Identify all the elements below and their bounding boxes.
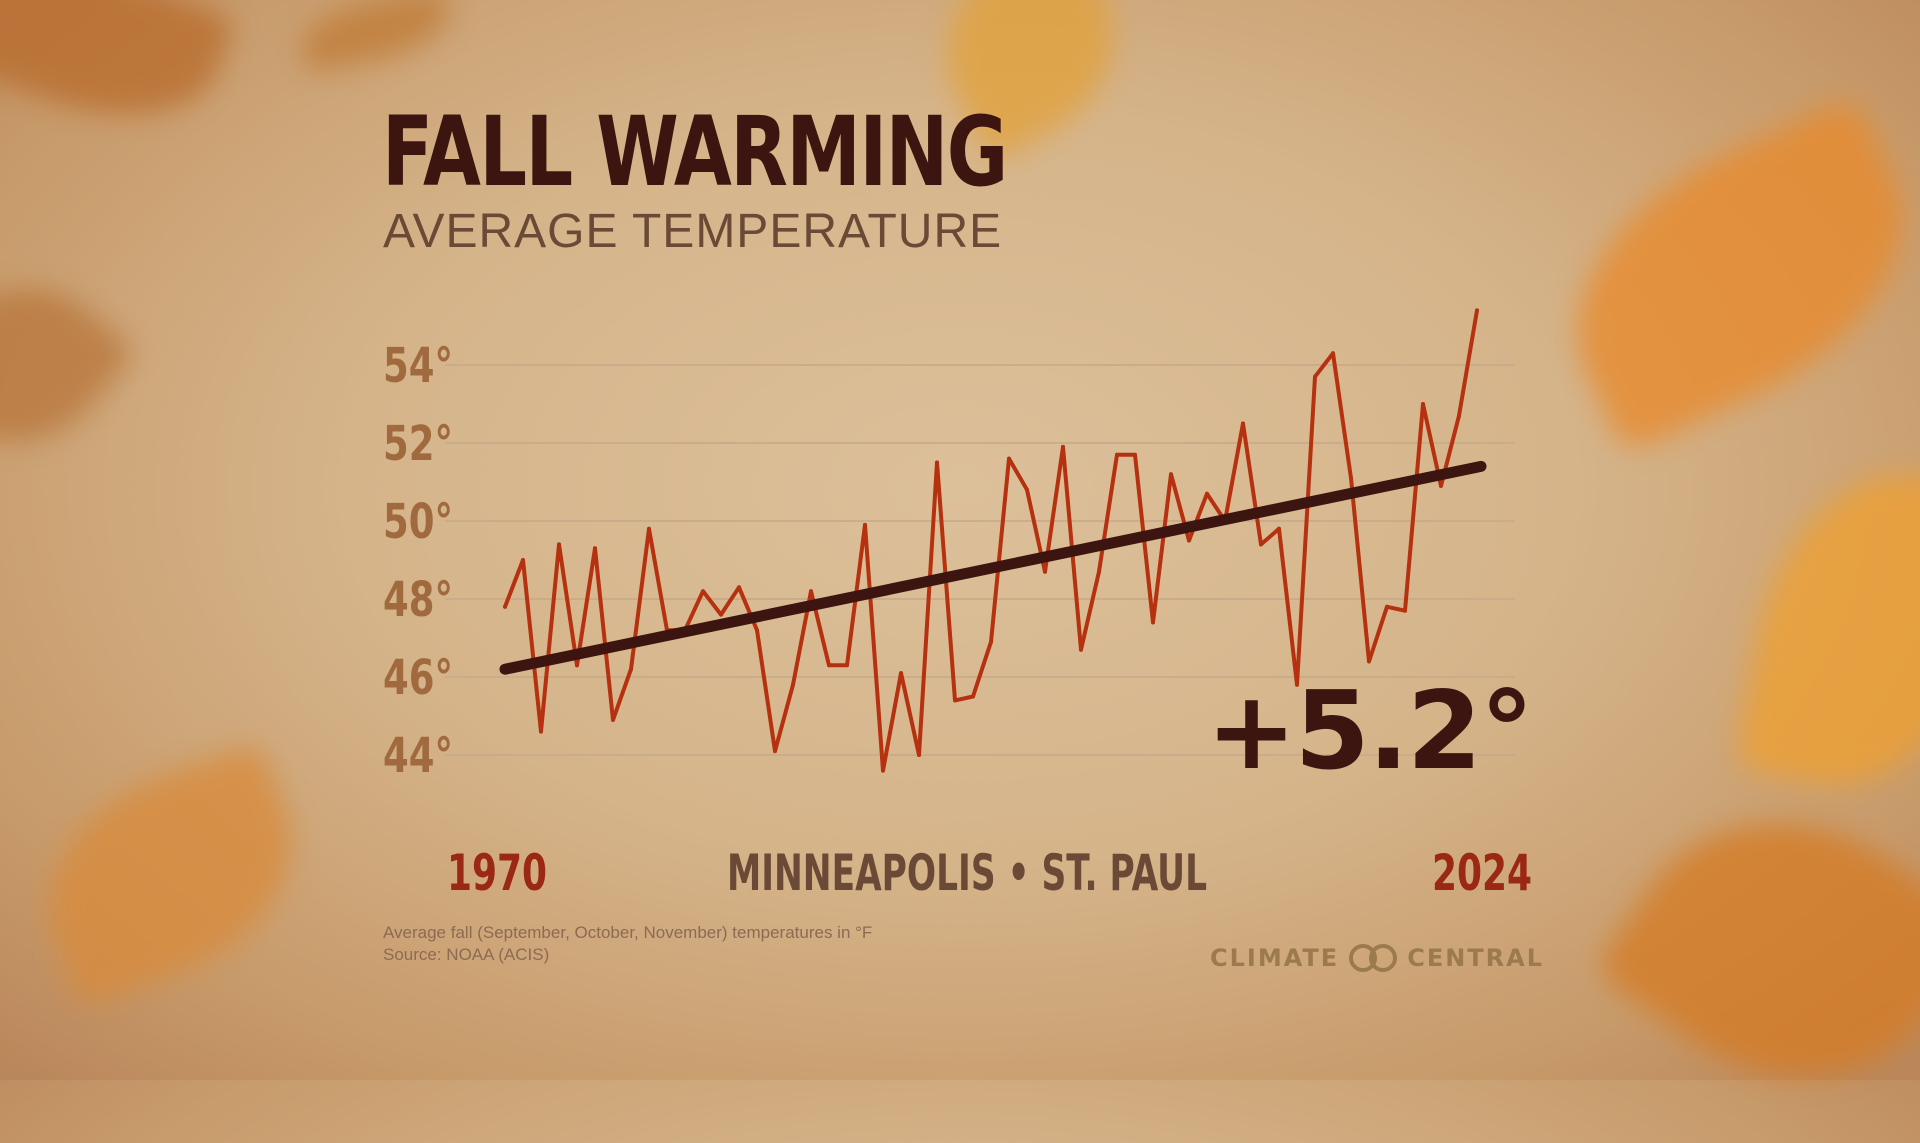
data-point	[1205, 491, 1209, 496]
location-label: MINNEAPOLIS • ST. PAUL	[727, 844, 1207, 902]
data-point	[773, 749, 777, 754]
y-axis-ticks: 44° 46° 48° 50° 52° 54°	[383, 338, 453, 784]
trend-line	[499, 460, 1487, 675]
data-point	[701, 589, 705, 594]
climate-central-logo: CLIMATE CENTRAL	[1210, 944, 1544, 972]
data-point	[791, 682, 795, 687]
data-point	[1187, 538, 1191, 543]
data-point	[647, 526, 651, 531]
data-point	[1133, 452, 1137, 457]
data-point	[1421, 402, 1425, 406]
logo-text-right: CENTRAL	[1407, 944, 1545, 972]
data-point	[953, 698, 957, 703]
data-point	[1061, 444, 1065, 449]
footnote-source: Source: NOAA (ACIS)	[383, 945, 550, 964]
data-point	[1475, 308, 1479, 313]
data-point	[809, 589, 813, 594]
data-point	[557, 542, 561, 547]
data-point	[1097, 569, 1101, 574]
data-point	[845, 663, 849, 668]
data-point	[971, 694, 975, 699]
data-point	[1403, 608, 1407, 613]
data-point	[1349, 476, 1353, 481]
data-point	[1079, 647, 1083, 652]
data-point	[1259, 542, 1263, 547]
line-chart: 44° 46° 48° 50° 52° 54° +5.2° 1970 MINNEAPOLI…	[383, 308, 1534, 902]
x-end-label: 2024	[1432, 844, 1532, 902]
y-tick-label: 54°	[383, 338, 453, 394]
data-point	[827, 663, 831, 668]
data-point	[755, 628, 759, 633]
data-point	[539, 729, 543, 734]
data-point	[1169, 472, 1173, 477]
chart-title: FALL WARMING	[382, 96, 1008, 208]
data-point	[737, 585, 741, 590]
data-point	[899, 671, 903, 676]
data-point	[863, 522, 867, 527]
data-point	[593, 546, 597, 551]
data-point	[935, 460, 939, 465]
data-point	[575, 663, 579, 668]
data-point	[1295, 682, 1299, 687]
data-point	[611, 717, 615, 722]
y-tick-label: 50°	[383, 494, 453, 550]
data-points	[503, 308, 1479, 773]
data-point	[503, 604, 507, 609]
chart-subtitle: AVERAGE TEMPERATURE	[383, 205, 1003, 258]
data-point	[1241, 421, 1245, 426]
data-point	[1151, 620, 1155, 625]
data-point	[1313, 374, 1317, 379]
data-point	[1043, 569, 1047, 574]
data-point	[881, 768, 885, 773]
logo-text-left: CLIMATE	[1210, 944, 1340, 972]
data-point	[1115, 452, 1119, 457]
two-linked-rings-icon	[1349, 944, 1398, 972]
change-label: +5.2°	[1206, 669, 1532, 794]
data-point	[917, 753, 921, 757]
data-point	[1457, 413, 1461, 418]
data-point	[1025, 487, 1029, 492]
data-point	[629, 667, 633, 672]
y-tick-label: 46°	[383, 650, 453, 706]
y-tick-label: 48°	[383, 572, 453, 628]
y-tick-label: 44°	[383, 728, 453, 784]
data-point	[1007, 456, 1011, 461]
data-point	[521, 558, 525, 562]
footnote-description: Average fall (September, October, Novemb…	[383, 923, 873, 942]
data-point	[1277, 526, 1281, 531]
y-tick-label: 52°	[383, 416, 453, 472]
data-point	[1331, 351, 1335, 356]
data-point	[989, 639, 993, 644]
data-point	[1367, 659, 1371, 664]
x-start-label: 1970	[447, 844, 547, 902]
data-point	[719, 612, 723, 617]
footnote: Average fall (September, October, Novemb…	[383, 922, 872, 966]
data-point	[1385, 604, 1389, 609]
data-point	[1439, 483, 1443, 488]
